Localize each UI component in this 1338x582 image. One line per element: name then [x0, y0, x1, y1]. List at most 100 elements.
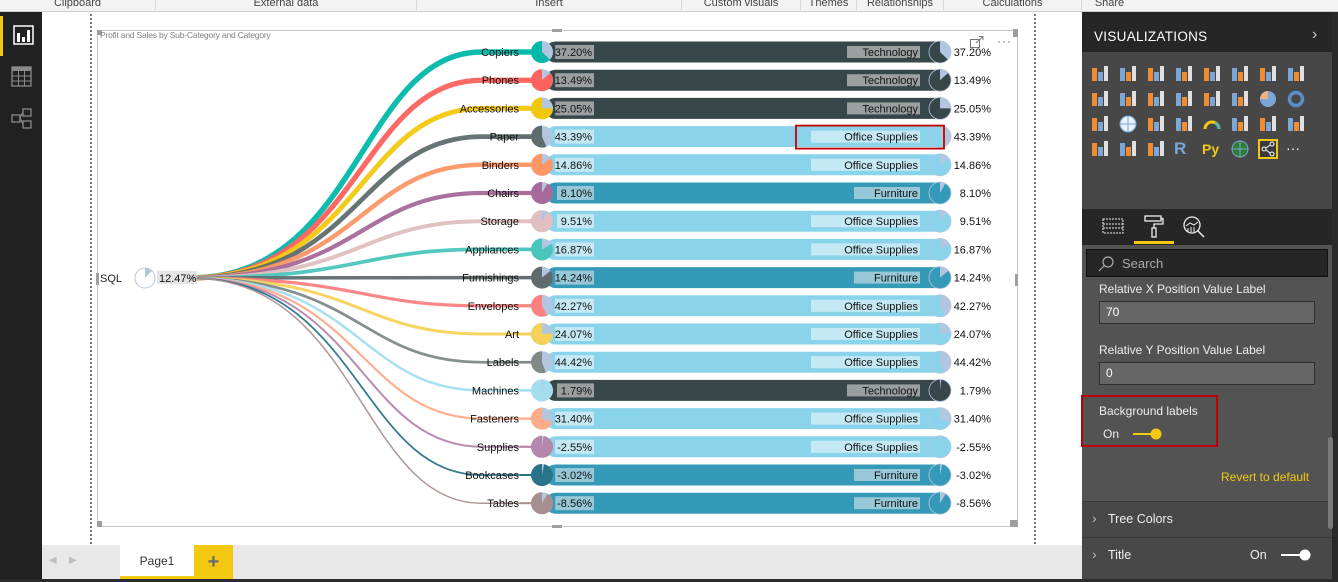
background-labels-state: On — [1103, 427, 1120, 441]
ribbon-chart-icon[interactable] — [1174, 89, 1194, 109]
right-value-label: 14.24% — [954, 273, 992, 285]
value-label-bg — [555, 327, 594, 341]
section-tree-colors[interactable]: › Tree Colors — [1082, 501, 1332, 536]
right-value-label: 14.86% — [954, 160, 992, 172]
resize-handle-bottom[interactable] — [552, 525, 562, 528]
ribbon-group-custom-visuals[interactable]: Custom visuals — [682, 0, 801, 10]
category-pie-slice — [940, 125, 952, 147]
clustered-column-icon[interactable] — [1174, 64, 1194, 84]
table-icon[interactable] — [1118, 139, 1138, 159]
category-pie-slice — [940, 182, 946, 193]
report-view-button[interactable] — [0, 16, 42, 56]
subcategory-label: Tables — [487, 498, 519, 510]
page-tab-page1[interactable]: Page1 — [120, 545, 194, 579]
category-label: Furniture — [874, 188, 918, 200]
analytics-icon[interactable] — [1182, 215, 1206, 239]
100-stacked-column-icon[interactable] — [1230, 64, 1250, 84]
map-icon[interactable] — [1118, 114, 1138, 134]
resize-handle-right[interactable] — [1015, 274, 1018, 286]
r-visual-icon[interactable]: R — [1174, 139, 1187, 158]
slicer-icon[interactable] — [1090, 139, 1110, 159]
value-label-bg — [557, 383, 594, 398]
tree-node: Tables -8.56% Furniture -8.56% — [487, 491, 991, 515]
ribbon-group-external-data[interactable]: External data — [156, 0, 417, 10]
resize-handle-br[interactable] — [1010, 520, 1018, 527]
matrix-icon[interactable] — [1146, 139, 1166, 159]
value-label-bg — [555, 45, 594, 59]
visualizations-header: VISUALIZATIONS › — [1082, 12, 1338, 52]
chevron-right-icon[interactable]: › — [1312, 26, 1318, 43]
stacked-bar-icon[interactable] — [1090, 64, 1110, 84]
tree-node: Envelopes 42.27% Office Supplies 42.27% — [468, 294, 991, 318]
pie-icon[interactable] — [1258, 89, 1278, 109]
format-paint-roller-icon[interactable] — [1144, 215, 1164, 239]
category-pie-slice — [940, 464, 943, 475]
relative-x-input[interactable]: 70 — [1099, 301, 1315, 324]
funnel-icon[interactable] — [1174, 114, 1194, 134]
tree-node: Labels 44.42% Office Supplies 44.42% — [487, 350, 991, 374]
subcategory-label: Machines — [472, 385, 520, 397]
ribbon-group-themes[interactable]: Themes — [801, 0, 857, 10]
scatter-icon[interactable] — [1230, 89, 1250, 109]
ribbon-group-calculations[interactable]: Calculations — [944, 0, 1082, 10]
ribbon-group-share[interactable]: Share — [1094, 0, 1125, 9]
100-stacked-bar-icon[interactable] — [1202, 64, 1222, 84]
line-column-icon[interactable] — [1118, 89, 1138, 109]
resize-handle-top[interactable] — [552, 29, 562, 32]
gauge-icon[interactable] — [1202, 114, 1222, 134]
value-label: 1.79% — [561, 385, 592, 397]
globe-map-icon[interactable] — [1230, 139, 1250, 159]
ribbon-group-clipboard[interactable]: Clipboard — [0, 0, 156, 10]
revert-to-default-link[interactable]: Revert to default — [1221, 470, 1310, 484]
kpi-icon[interactable] — [1286, 114, 1306, 134]
search-input[interactable]: Search — [1086, 249, 1328, 277]
donut-icon[interactable] — [1286, 89, 1306, 109]
stacked-column-icon[interactable] — [1118, 64, 1138, 84]
treemap-icon[interactable] — [1090, 114, 1110, 134]
tree-link — [189, 277, 532, 504]
resize-handle-tl[interactable] — [97, 30, 102, 35]
tree-visual-icon[interactable] — [1258, 139, 1278, 159]
relative-y-label: Relative Y Position Value Label — [1099, 343, 1266, 357]
resize-handle-tr[interactable] — [1013, 29, 1018, 37]
tree-link — [189, 276, 532, 392]
more-visuals-icon[interactable]: ··· — [1286, 140, 1300, 156]
tree-node: Appliances 16.87% Office Supplies 16.87% — [465, 237, 991, 261]
next-page-icon[interactable]: ▶ — [69, 555, 77, 566]
ribbon-group-insert[interactable]: Insert — [417, 0, 682, 10]
title-toggle[interactable] — [1280, 548, 1314, 562]
waterfall-icon[interactable] — [1202, 89, 1222, 109]
stacked-area-icon[interactable] — [1090, 89, 1110, 109]
filled-map-icon[interactable] — [1146, 114, 1166, 134]
section-title[interactable]: › Title On — [1082, 537, 1332, 572]
relative-y-input[interactable]: 0 — [1099, 362, 1315, 385]
model-view-button[interactable] — [0, 100, 42, 140]
value-label: -8.56% — [557, 498, 592, 510]
python-visual-icon[interactable]: Py — [1202, 141, 1220, 157]
line-clustered-column-icon[interactable] — [1146, 89, 1166, 109]
title-section-label: Title — [1108, 548, 1132, 562]
line-chart-icon[interactable] — [1258, 64, 1278, 84]
ribbon-group-relationships[interactable]: Relationships — [857, 0, 944, 10]
multirow-card-icon[interactable] — [1258, 114, 1278, 134]
resize-handle-left[interactable] — [96, 273, 99, 285]
subcategory-label: Storage — [480, 216, 519, 228]
category-pie-slice — [940, 266, 949, 278]
tree-link — [189, 276, 532, 420]
fields-icon[interactable] — [1102, 217, 1124, 235]
data-view-button[interactable] — [0, 58, 42, 98]
focus-mode-icon[interactable] — [970, 36, 984, 48]
pane-scrollbar[interactable] — [1328, 437, 1333, 529]
leaf-pie-slice — [531, 351, 546, 374]
add-page-button[interactable]: + — [194, 545, 233, 579]
resize-handle-bl[interactable] — [97, 521, 102, 527]
prev-page-icon[interactable]: ◀ — [49, 555, 57, 566]
more-options-icon[interactable]: ··· — [997, 34, 1012, 48]
area-chart-icon[interactable] — [1286, 64, 1306, 84]
subcategory-label: Bookcases — [465, 470, 519, 482]
background-labels-toggle[interactable] — [1132, 427, 1164, 441]
card-icon[interactable] — [1230, 114, 1250, 134]
category-label: Office Supplies — [844, 414, 918, 426]
clustered-bar-icon[interactable] — [1146, 64, 1166, 84]
ribbon: Clipboard External data Insert Custom vi… — [0, 0, 1338, 12]
